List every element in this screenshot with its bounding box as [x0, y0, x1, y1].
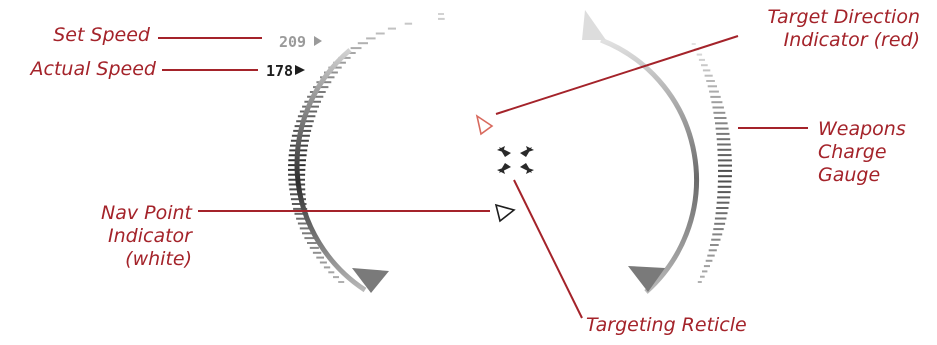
speed-gauge-bottom-arrow [352, 268, 389, 293]
nav-point-text-line1: Nav Point [101, 202, 192, 224]
nav-point-text-line3: (white) [125, 248, 192, 270]
target-direction-leader [495, 35, 739, 115]
targeting-reticle-text: Targeting Reticle [586, 314, 747, 336]
set-speed-label: Set Speed [20, 24, 150, 47]
targeting-reticle-icon [497, 146, 534, 174]
actual-speed-value: 178 [266, 62, 293, 80]
weapons-text-line2: Charge [818, 141, 887, 163]
target-direction-indicator-icon [475, 114, 494, 136]
reticle-leader [513, 179, 583, 319]
weapons-charge-gauge [582, 10, 732, 294]
weapons-gauge-bottom-arrow [628, 266, 665, 292]
set-speed-text: Set Speed [53, 24, 150, 46]
weapons-gauge-arc [600, 37, 699, 294]
target-direction-text-line1: Target Direction [767, 6, 920, 28]
nav-point-indicator-icon [494, 203, 516, 223]
nav-point-label: Nav Point Indicator (white) [60, 202, 192, 271]
set-speed-value: 209 [279, 33, 306, 51]
weapons-text-line3: Gauge [818, 164, 881, 186]
actual-speed-pointer-icon [295, 65, 305, 75]
weapons-gauge-top-arrow [582, 10, 606, 40]
target-direction-label: Target Direction Indicator (red) [720, 6, 920, 52]
speed-gauge-ticks [288, 13, 445, 283]
actual-speed-text: Actual Speed [30, 58, 156, 80]
weapons-text-line1: Weapons [818, 118, 906, 140]
speed-gauge-left [288, 13, 445, 293]
speed-gauge-arc [294, 48, 367, 293]
targeting-reticle-label: Targeting Reticle [586, 314, 806, 337]
weapons-charge-gauge-label: Weapons Charge Gauge [818, 118, 918, 187]
actual-speed-label: Actual Speed [2, 58, 156, 81]
target-direction-text-line2: Indicator (red) [783, 29, 920, 51]
set-speed-pointer-icon [314, 36, 322, 46]
callout-lines [158, 35, 808, 319]
weapons-gauge-ticks [691, 43, 732, 283]
nav-point-text-line2: Indicator [108, 225, 192, 247]
